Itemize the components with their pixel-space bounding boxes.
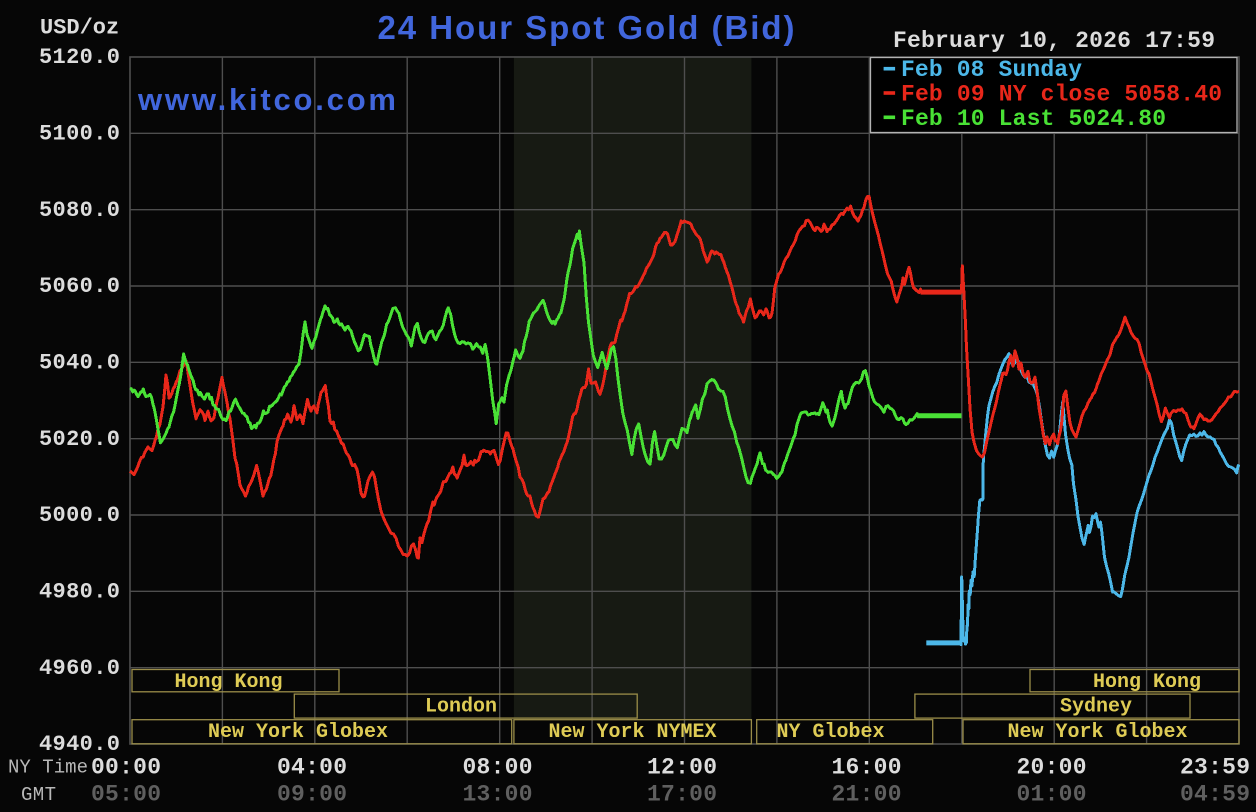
svg-text:12:00: 12:00 [647, 755, 717, 781]
svg-text:USD/oz: USD/oz [40, 16, 119, 41]
svg-text:Hong Kong: Hong Kong [174, 671, 282, 694]
svg-text:Sydney: Sydney [1060, 695, 1132, 718]
svg-text:08:00: 08:00 [463, 755, 533, 781]
svg-text:New York Globex: New York Globex [208, 721, 388, 744]
svg-text:4980.0: 4980.0 [39, 580, 120, 605]
svg-text:4960.0: 4960.0 [39, 656, 120, 681]
svg-text:5100.0: 5100.0 [39, 122, 120, 147]
svg-text:00:00: 00:00 [91, 755, 161, 781]
svg-text:05:00: 05:00 [91, 782, 161, 808]
svg-text:21:00: 21:00 [832, 782, 902, 808]
svg-text:GMT: GMT [21, 784, 56, 806]
svg-text:5060.0: 5060.0 [39, 274, 120, 299]
svg-text:February 10, 2026 17:59: February 10, 2026 17:59 [893, 28, 1215, 54]
svg-text:20:00: 20:00 [1017, 755, 1087, 781]
svg-text:Hong Kong: Hong Kong [1093, 671, 1201, 694]
svg-text:13:00: 13:00 [463, 782, 533, 808]
svg-text:04:59: 04:59 [1180, 782, 1250, 808]
svg-text:16:00: 16:00 [832, 755, 902, 781]
svg-text:5080.0: 5080.0 [39, 198, 120, 223]
svg-text:Feb 09 NY close 5058.40: Feb 09 NY close 5058.40 [901, 82, 1222, 108]
svg-text:23:59: 23:59 [1180, 755, 1250, 781]
svg-text:NY Globex: NY Globex [776, 721, 884, 744]
svg-text:5020.0: 5020.0 [39, 427, 120, 452]
svg-text:01:00: 01:00 [1017, 782, 1087, 808]
svg-text:London: London [425, 695, 497, 718]
svg-text:5000.0: 5000.0 [39, 503, 120, 528]
svg-text:17:00: 17:00 [647, 782, 717, 808]
svg-text:04:00: 04:00 [277, 755, 347, 781]
svg-text:New York NYMEX: New York NYMEX [548, 721, 716, 744]
svg-text:www.kitco.com: www.kitco.com [137, 82, 396, 117]
svg-text:5040.0: 5040.0 [39, 351, 120, 376]
svg-text:5120.0: 5120.0 [39, 45, 120, 70]
svg-text:09:00: 09:00 [277, 782, 347, 808]
svg-text:Feb 10 Last 5024.80: Feb 10 Last 5024.80 [901, 106, 1166, 132]
svg-text:NY Time: NY Time [8, 757, 88, 779]
svg-text:New York Globex: New York Globex [1007, 721, 1187, 744]
svg-text:Feb 08 Sunday: Feb 08 Sunday [901, 57, 1082, 83]
svg-text:4940.0: 4940.0 [39, 732, 120, 757]
svg-text:24 Hour Spot Gold (Bid): 24 Hour Spot Gold (Bid) [378, 9, 795, 46]
